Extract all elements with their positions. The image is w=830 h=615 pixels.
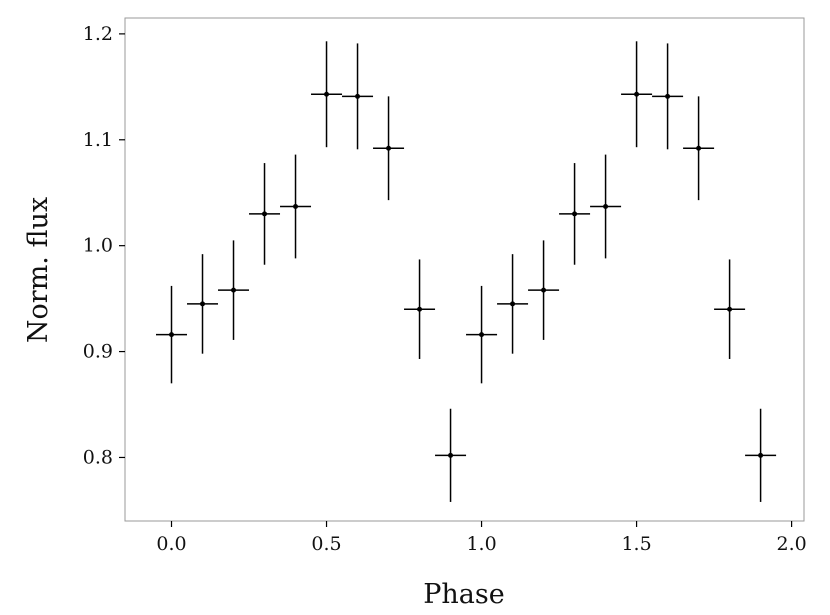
point-marker	[355, 93, 361, 99]
point-marker	[386, 145, 392, 151]
y-axis-ticks: 0.8 0.9 1.0 1.1 1.2	[83, 23, 125, 468]
x-tick-label: 2.0	[776, 533, 806, 555]
data-point	[404, 259, 436, 359]
data-point	[621, 41, 653, 148]
point-marker	[169, 332, 175, 338]
y-tick-label: 1.0	[83, 235, 113, 257]
y-axis-label: Norm. flux	[23, 197, 54, 343]
x-tick-label: 1.5	[621, 533, 651, 555]
point-marker	[231, 287, 237, 293]
point-marker	[324, 91, 330, 97]
y-tick-label: 1.1	[83, 129, 113, 151]
y-tick-label: 0.8	[83, 446, 113, 468]
x-tick-label: 1.0	[466, 533, 496, 555]
data-point	[435, 408, 467, 502]
point-marker	[262, 211, 268, 217]
data-point	[559, 163, 591, 265]
data-point	[280, 154, 312, 259]
data-points	[156, 41, 777, 502]
data-point	[156, 285, 188, 384]
data-point	[342, 43, 374, 150]
point-marker	[541, 287, 547, 293]
y-tick-label: 1.2	[83, 23, 113, 45]
x-axis-ticks: 0.0 0.5 1.0 1.5 2.0	[156, 521, 807, 555]
data-point	[373, 96, 405, 201]
point-marker	[758, 452, 764, 458]
data-point	[528, 240, 560, 340]
point-marker	[448, 452, 454, 458]
data-point	[683, 96, 715, 201]
point-marker	[665, 93, 671, 99]
x-axis-label: Phase	[423, 579, 505, 610]
data-point	[745, 408, 777, 502]
point-marker	[200, 301, 206, 307]
data-point	[218, 240, 250, 340]
data-point	[187, 254, 219, 354]
point-marker	[727, 306, 733, 312]
point-marker	[572, 211, 578, 217]
point-marker	[510, 301, 516, 307]
point-marker	[417, 306, 423, 312]
data-point	[466, 285, 498, 384]
data-point	[714, 259, 746, 359]
point-marker	[696, 145, 702, 151]
point-marker	[603, 203, 609, 209]
data-point	[311, 41, 343, 148]
point-marker	[293, 203, 299, 209]
data-point	[590, 154, 622, 259]
data-point	[497, 254, 529, 354]
x-tick-label: 0.0	[156, 533, 186, 555]
point-marker	[479, 332, 485, 338]
x-tick-label: 0.5	[311, 533, 341, 555]
y-tick-label: 0.9	[83, 341, 113, 363]
data-point	[249, 163, 281, 265]
data-point	[652, 43, 684, 150]
plot-frame	[124, 17, 805, 522]
point-marker	[634, 91, 640, 97]
